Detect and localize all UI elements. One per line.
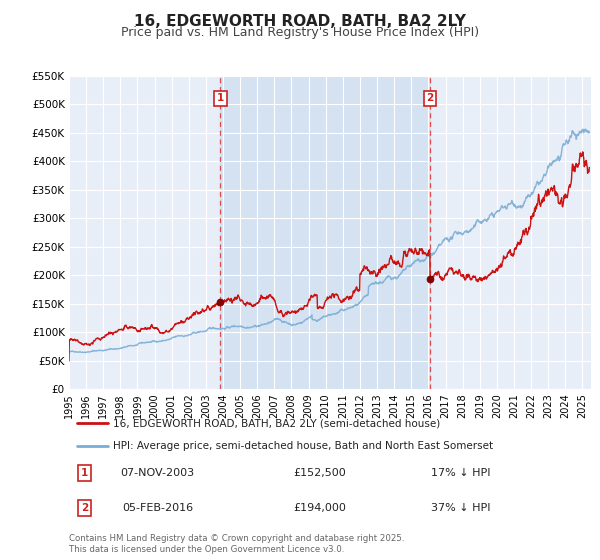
Text: 37% ↓ HPI: 37% ↓ HPI — [431, 503, 490, 513]
Text: 05-FEB-2016: 05-FEB-2016 — [122, 503, 193, 513]
Text: 07-NOV-2003: 07-NOV-2003 — [121, 468, 195, 478]
Text: HPI: Average price, semi-detached house, Bath and North East Somerset: HPI: Average price, semi-detached house,… — [113, 441, 493, 451]
Text: 2: 2 — [81, 503, 88, 513]
Bar — [220, 76, 430, 389]
Text: Contains HM Land Registry data © Crown copyright and database right 2025.
This d: Contains HM Land Registry data © Crown c… — [69, 534, 404, 554]
Text: Price paid vs. HM Land Registry's House Price Index (HPI): Price paid vs. HM Land Registry's House … — [121, 26, 479, 39]
Text: 16, EDGEWORTH ROAD, BATH, BA2 2LY (semi-detached house): 16, EDGEWORTH ROAD, BATH, BA2 2LY (semi-… — [113, 418, 440, 428]
Text: £152,500: £152,500 — [293, 468, 346, 478]
Text: 16, EDGEWORTH ROAD, BATH, BA2 2LY: 16, EDGEWORTH ROAD, BATH, BA2 2LY — [134, 14, 466, 29]
Text: £194,000: £194,000 — [293, 503, 346, 513]
Text: 1: 1 — [81, 468, 88, 478]
Text: 1: 1 — [217, 94, 224, 104]
Text: 17% ↓ HPI: 17% ↓ HPI — [431, 468, 490, 478]
Text: 2: 2 — [427, 94, 434, 104]
